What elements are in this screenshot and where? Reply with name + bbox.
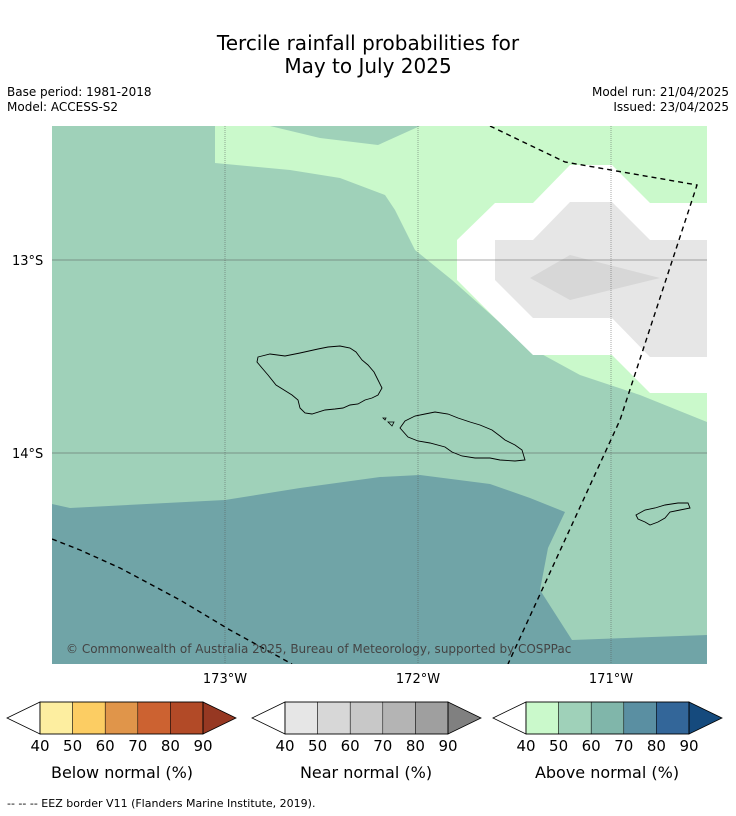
colorbar-label: Above normal (%) [534, 763, 680, 782]
region-above-50-60-top [270, 126, 420, 145]
colorbar-segment [525, 701, 559, 735]
meta-left: Base period: 1981-2018 Model: ACCESS-S2 [7, 85, 152, 115]
colorbar-tick-label: 60 [581, 737, 601, 755]
colorbar-tick-label: 80 [646, 737, 666, 755]
colorbar-tick-label: 70 [614, 737, 634, 755]
colorbar-segment [137, 701, 171, 735]
colorbar-outline [525, 701, 690, 735]
region-above-60-70 [52, 475, 707, 664]
savaii-island [256, 345, 383, 415]
small-islet-2 [382, 417, 387, 421]
lon-label-173w: 173°W [203, 672, 247, 687]
meta-right: Model run: 21/04/2025 Issued: 23/04/2025 [592, 85, 729, 115]
colorbar-tick-label: 60 [95, 737, 115, 755]
lon-label-172w: 172°W [396, 672, 440, 687]
region-near-50-60 [530, 255, 660, 300]
colorbar-min-arrow [251, 701, 286, 735]
small-islet [387, 421, 395, 427]
base-period: Base period: 1981-2018 [7, 85, 152, 99]
lat-label-13s: 13°S [12, 254, 43, 269]
colorbar-tick-label: 40 [275, 737, 295, 755]
colorbar-outline [39, 701, 204, 735]
colorbar-tick-label: 90 [679, 737, 699, 755]
title-line-1: Tercile rainfall probabilities for [216, 31, 520, 55]
colorbar-segment [72, 701, 106, 735]
colorbar-tick-label: 50 [308, 737, 328, 755]
colorbar-tick-label: 50 [63, 737, 83, 755]
eez-border [52, 126, 698, 664]
colorbar-max-arrow [688, 701, 723, 735]
upolu-island [399, 411, 526, 462]
colorbar-label: Near normal (%) [299, 763, 433, 782]
tutuila-island [635, 502, 691, 526]
colorbar-tick-label: 50 [549, 737, 569, 755]
colorbar-segment [349, 701, 384, 735]
map-area: © Commonwealth of Australia 2025, Bureau… [52, 126, 707, 664]
eez-footer: -- -- -- EEZ border V11 (Flanders Marine… [7, 797, 316, 810]
colorbar-tick-label: 40 [516, 737, 536, 755]
colorbar-segment [170, 701, 204, 735]
colorbar-tick-label: 90 [438, 737, 458, 755]
chart-title: Tercile rainfall probabilities for May t… [0, 32, 736, 78]
colorbar-tick-label: 80 [405, 737, 425, 755]
colorbar-segment [415, 701, 449, 735]
model-name: Model: ACCESS-S2 [7, 100, 119, 114]
colorbar-max-arrow [447, 701, 482, 735]
colorbars [6, 701, 723, 735]
colorbar-segment [382, 701, 416, 735]
copyright-text: © Commonwealth of Australia 2025, Bureau… [66, 642, 571, 656]
colorbar-tick-label: 80 [160, 737, 180, 755]
colorbar-tick-label: 40 [30, 737, 50, 755]
colorbar-outline [284, 701, 449, 735]
colorbar-label: Below normal (%) [50, 763, 194, 782]
colorbar-segment [590, 701, 625, 735]
colorbar-segment [104, 701, 139, 735]
colorbar-segment [39, 701, 73, 735]
graticule [52, 126, 707, 664]
title-line-2: May to July 2025 [284, 54, 452, 78]
issued-date: Issued: 23/04/2025 [613, 100, 729, 114]
colorbar-segment [656, 701, 690, 735]
colorbar-segment [558, 701, 592, 735]
colorbar-tick-label: 90 [193, 737, 213, 755]
colorbar-tick-label: 70 [373, 737, 393, 755]
colorbar-min-arrow [492, 701, 527, 735]
model-run: Model run: 21/04/2025 [591, 85, 729, 99]
colorbar-tick-label: 60 [340, 737, 360, 755]
colorbar-segment [623, 701, 657, 735]
lat-label-14s: 14°S [12, 447, 43, 462]
colorbar-segment [284, 701, 318, 735]
colorbar-min-arrow [6, 701, 41, 735]
colorbar-tick-label: 70 [128, 737, 148, 755]
lon-label-171w: 171°W [589, 672, 633, 687]
colorbar-segment [317, 701, 351, 735]
colorbar-max-arrow [202, 701, 237, 735]
